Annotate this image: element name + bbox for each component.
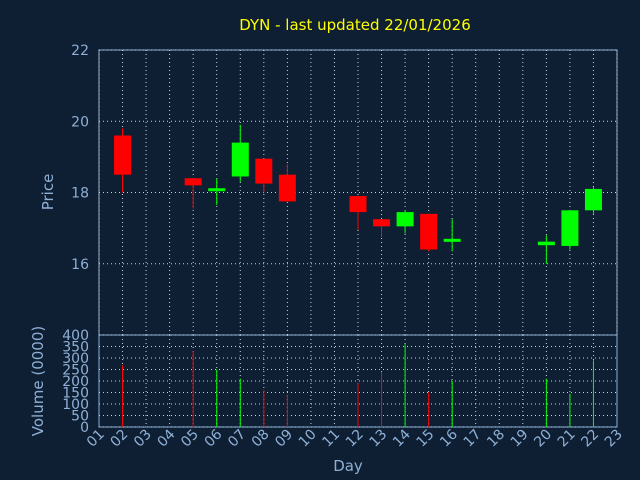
chart-title: DYN - last updated 22/01/2026 — [239, 16, 470, 34]
candle-day-15 — [420, 213, 438, 252]
x-tick-label: 08 — [249, 427, 273, 451]
candle-day-06 — [208, 178, 226, 205]
volume-axis-label: Volume (0000) — [29, 326, 47, 436]
x-axis: 01 02 03 04 05 06 07 08 09 10 11 12 13 14 15 16 17 18 19 20… — [84, 426, 626, 450]
candle-body — [420, 213, 438, 250]
candle-day-21 — [561, 210, 579, 250]
candle-day-13 — [373, 219, 391, 238]
x-tick-label: 22 — [578, 427, 602, 451]
candle-day-09 — [278, 164, 296, 202]
volume-tick-label: 350 — [62, 340, 89, 356]
x-tick-label: 17 — [461, 427, 485, 451]
x-tick-label: 21 — [555, 427, 579, 451]
x-tick-label: 18 — [484, 427, 508, 451]
candle-day-22 — [584, 187, 602, 214]
candle-body — [396, 212, 414, 227]
price-tick-label: 22 — [71, 43, 89, 59]
x-tick-label: 20 — [531, 427, 555, 451]
candle-day-16 — [443, 219, 461, 252]
candle-day-05 — [184, 178, 202, 209]
candle-day-14 — [396, 210, 414, 234]
x-tick-label: 06 — [202, 426, 226, 450]
candle-body — [278, 174, 296, 202]
candle-body — [584, 188, 602, 211]
price-tick-label: 18 — [71, 186, 89, 202]
price-tick-label: 20 — [71, 114, 89, 130]
candle-body — [255, 158, 273, 184]
candle-body — [231, 142, 249, 177]
x-tick-label: 15 — [414, 427, 438, 451]
candle-body — [349, 196, 367, 213]
x-axis-label: Day — [333, 457, 363, 475]
x-tick-label: 19 — [508, 427, 532, 451]
candle-day-07 — [231, 124, 249, 182]
volume-tick-label: 250 — [62, 363, 89, 379]
volume-tick-label: 400 — [62, 328, 89, 344]
candle-body — [537, 241, 555, 246]
x-tick-label: 02 — [107, 427, 131, 451]
candle-day-20 — [537, 235, 555, 264]
x-tick-label: 03 — [131, 427, 155, 451]
volume-tick-label: 200 — [62, 374, 89, 390]
candle-body — [561, 210, 579, 246]
x-tick-label: 10 — [296, 427, 320, 451]
candle-day-12 — [349, 196, 367, 230]
price-tick-label: 16 — [71, 257, 89, 273]
x-tick-label: 05 — [178, 427, 202, 451]
volume-tick-label: 300 — [62, 351, 89, 367]
x-tick-label: 23 — [602, 427, 626, 451]
price-panel: 16 18 20 22 — [71, 43, 618, 336]
price-axis-label: Price — [39, 174, 57, 211]
candle-body — [373, 219, 391, 227]
candle-day-08 — [255, 158, 273, 193]
candle-day-02 — [114, 128, 132, 193]
x-tick-label: 12 — [343, 427, 367, 451]
x-tick-label: 13 — [366, 427, 390, 451]
volume-tick-label: 150 — [62, 386, 89, 402]
candle-body — [184, 178, 202, 186]
volume-tick-label: 100 — [62, 397, 89, 413]
candle-body — [114, 135, 132, 175]
x-tick-label: 16 — [437, 426, 461, 450]
volume-tick-label: 0 — [80, 420, 89, 436]
volume-tick-label: 50 — [71, 409, 89, 425]
x-tick-label: 07 — [225, 427, 249, 451]
x-tick-label: 04 — [155, 426, 179, 450]
x-tick-label: 14 — [390, 426, 414, 450]
candle-body — [208, 188, 226, 192]
x-tick-label: 11 — [319, 427, 343, 451]
candle-body — [443, 238, 461, 242]
x-tick-label: 09 — [272, 427, 296, 451]
